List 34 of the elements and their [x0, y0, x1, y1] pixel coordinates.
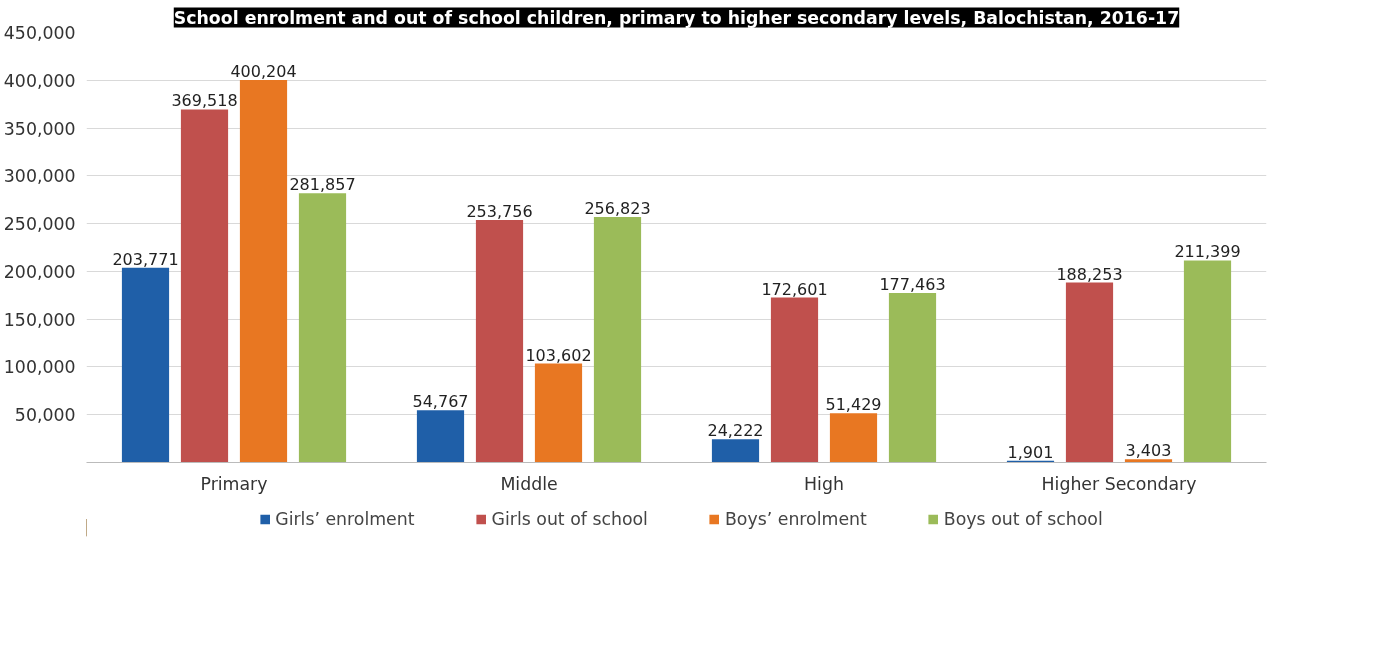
legend-label: Girls out of school [491, 508, 648, 529]
data-label: 103,602 [525, 345, 592, 365]
data-label: 369,518 [171, 91, 238, 111]
y-tick-label: 100,000 [3, 357, 76, 378]
x-tick-label: High [804, 473, 844, 494]
legend-label: Girls’ enrolment [275, 508, 415, 529]
data-label: 211,399 [1174, 242, 1241, 262]
x-tick-label: Higher Secondary [1041, 473, 1197, 494]
data-label: 3,403 [1125, 441, 1172, 461]
data-label: 253,756 [466, 202, 533, 222]
data-label: 203,771 [112, 249, 179, 269]
data-label: 54,767 [412, 392, 469, 412]
y-tick-label: 350,000 [3, 118, 76, 139]
data-label: 188,253 [1056, 264, 1123, 284]
y-tick-label: 400,000 [3, 70, 76, 91]
data-label: 256,823 [584, 199, 651, 219]
y-tick-label: 150,000 [3, 309, 76, 330]
data-label: 400,204 [230, 62, 297, 82]
y-tick-label: 300,000 [3, 166, 76, 187]
data-label: 172,601 [761, 279, 828, 299]
legend-label: Boys’ enrolment [724, 508, 867, 529]
y-tick-label: 50,000 [14, 405, 76, 426]
data-label: 281,857 [289, 175, 356, 195]
y-tick-label: 200,000 [3, 261, 76, 282]
legend-label: Boys out of school [943, 508, 1103, 529]
y-tick-label: 450,000 [3, 23, 76, 43]
data-label: 51,429 [825, 395, 882, 415]
data-label: 24,222 [707, 421, 764, 441]
y-tick-label: 250,000 [3, 214, 76, 235]
x-tick-label: Primary [200, 473, 268, 494]
chart-title: School enrolment and out of school children, primary to higher secondary levels, Balochistan, 2016-17 [173, 7, 1180, 28]
data-label: 1,901 [1007, 442, 1054, 462]
x-tick-label: Middle [500, 473, 558, 494]
data-label: 177,463 [879, 274, 946, 294]
